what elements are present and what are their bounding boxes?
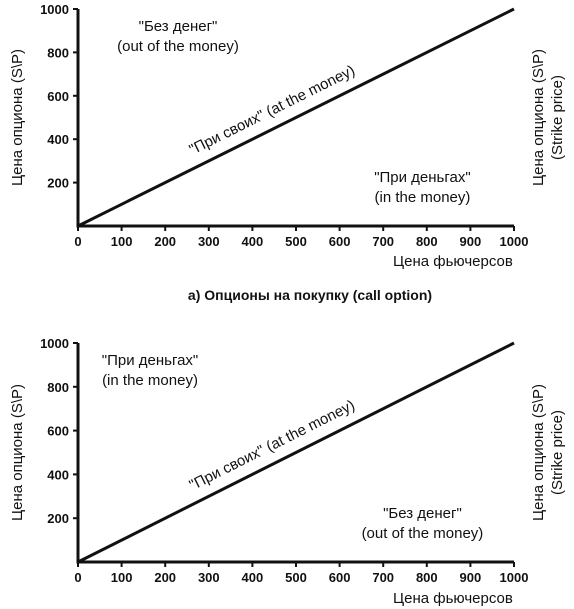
x-tick-label: 500 [285,570,307,585]
y-axis-label-right: Цена опциона (S\P) [530,384,547,521]
annotation-upper-left-title: "Без денег" [139,18,218,35]
y-axis-label: Цена опциона (S\P) [9,49,26,186]
y-tick-label: 800 [47,380,69,395]
x-axis-label: Цена фьючерсов [393,590,513,607]
annotation-lower-right-title: "При деньгах" [374,169,471,186]
annotation-at-the-money: "При своих" (at the money) [187,397,358,494]
x-tick-label: 0 [74,570,81,585]
x-tick-label: 1000 [500,570,529,585]
annotation-upper-left-sub: (out of the money) [117,38,239,55]
x-tick-label: 800 [416,570,438,585]
x-tick-label: 800 [416,234,438,249]
x-tick-label: 300 [198,570,220,585]
x-tick-label: 900 [460,570,482,585]
annotation-lower-right-title: "Без денег" [383,505,462,522]
y-tick-label: 400 [47,132,69,147]
x-tick-label: 500 [285,234,307,249]
x-tick-label: 0 [74,234,81,249]
x-tick-label: 900 [460,234,482,249]
chart-call-option: 0 100 200 300 400 500 600 700 800 900 1000 200 400 60… [9,2,566,270]
x-tick-label: 200 [154,234,176,249]
y-tick-label: 600 [47,89,69,104]
y-tick-label: 400 [47,467,69,482]
y-axis-label-right-sub: (Strike price) [549,75,566,160]
x-tick-label: 200 [154,570,176,585]
y-tick-label: 600 [47,424,69,439]
x-tick-label: 400 [242,234,264,249]
chart-put-option: 0 100 200 300 400 500 600 700 800 900 1000 200 400 60… [9,336,566,607]
y-tick-label: 1000 [40,336,69,351]
y-axis-label-right: Цена опциона (S\P) [530,49,547,186]
caption-call-option: а) Опционы на покупку (call option) [188,287,432,303]
annotation-upper-left-title: "При деньгах" [102,352,199,369]
x-tick-label: 100 [111,234,133,249]
x-tick-label: 600 [329,234,351,249]
series-line [77,341,515,564]
annotation-lower-right-sub: (in the money) [375,189,471,206]
y-axis-label: Цена опциона (S\P) [9,384,26,521]
y-axis-label-right-sub: (Strike price) [549,410,566,495]
annotation-at-the-money: "При своих" (at the money) [187,62,358,159]
x-tick-label: 700 [372,234,394,249]
x-tick-label: 400 [242,570,264,585]
x-axis-label: Цена фьючерсов [393,253,513,270]
x-tick-label: 100 [111,570,133,585]
y-tick-label: 800 [47,45,69,60]
x-tick-label: 600 [329,570,351,585]
annotation-lower-right-sub: (out of the money) [362,525,484,542]
x-tick-label: 300 [198,234,220,249]
x-tick-label: 700 [372,570,394,585]
y-tick-label: 200 [47,511,69,526]
y-tick-label: 200 [47,176,69,191]
y-tick-label: 1000 [40,2,69,17]
x-tick-label: 1000 [500,234,529,249]
series-line [77,7,515,228]
annotation-upper-left-sub: (in the money) [102,372,198,389]
